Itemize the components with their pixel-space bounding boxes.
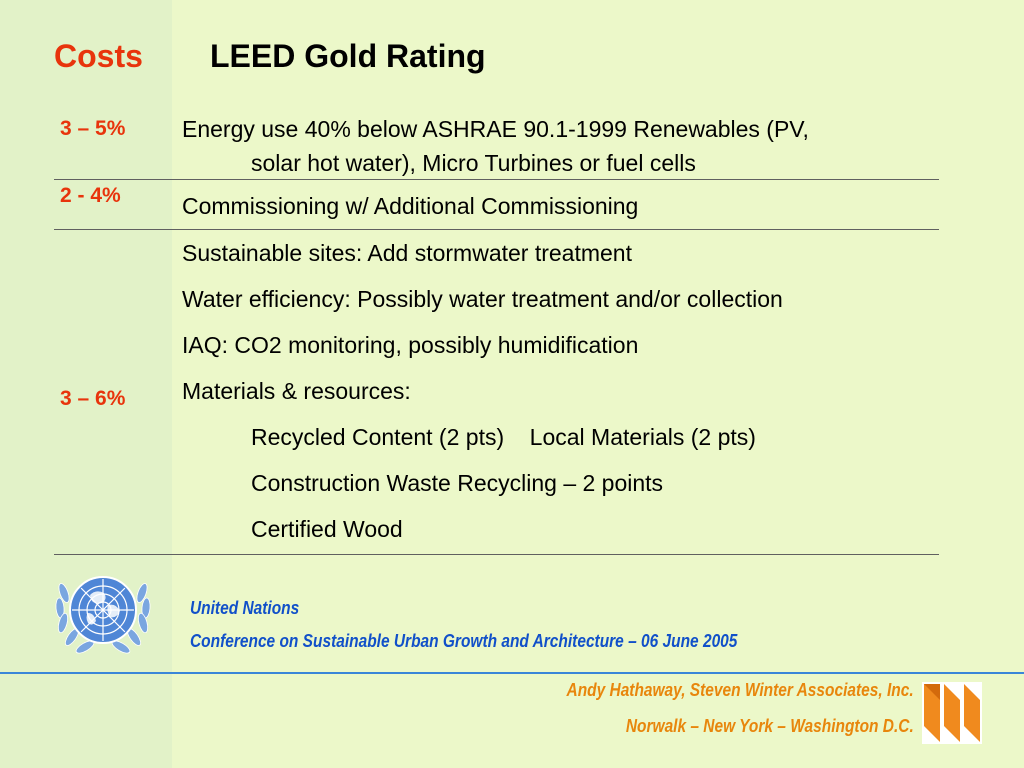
description-line: Construction Waste Recycling – 2 points <box>251 470 664 496</box>
row-divider <box>54 179 939 180</box>
description-line: IAQ: CO2 monitoring, possibly humidifica… <box>182 332 639 358</box>
un-emblem-icon <box>55 576 151 654</box>
description-line: Recycled Content (2 pts) Local Materials… <box>251 424 756 450</box>
cost-description: Commissioning w/ Additional Commissionin… <box>182 189 638 223</box>
cost-percent: 2 - 4% <box>60 184 121 207</box>
cost-description: Energy use 40% below ASHRAE 90.1-1999 Re… <box>182 112 809 180</box>
cost-row-energy: 3 – 5% Energy use 40% below ASHRAE 90.1-… <box>54 112 939 178</box>
slide-title: LEED Gold Rating <box>210 38 486 74</box>
description-line: Materials & resources: <box>182 378 411 404</box>
description-line: solar hot water), Micro Turbines or fuel… <box>251 150 696 176</box>
footer-divider <box>0 672 1024 674</box>
footer-author: Andy Hathaway, Steven Winter Associates,… <box>566 680 914 700</box>
cost-percent: 3 – 5% <box>60 117 126 140</box>
description-line: Certified Wood <box>251 516 403 542</box>
costs-heading: Costs <box>54 38 143 74</box>
row-divider <box>54 554 939 555</box>
footer-locations: Norwalk – New York – Washington D.C. <box>626 716 914 736</box>
cost-row-other-credits: 3 – 6% Sustainable sites: Add stormwater… <box>54 230 939 554</box>
left-stripe <box>0 0 172 768</box>
swa-logo-icon <box>922 682 982 744</box>
description-line: Commissioning w/ Additional Commissionin… <box>182 193 639 219</box>
footer-organization: United Nations <box>190 598 300 618</box>
cost-description: Sustainable sites: Add stormwater treatm… <box>182 230 783 552</box>
cost-row-commissioning: 2 - 4% Commissioning w/ Additional Commi… <box>54 181 939 229</box>
description-line: Energy use 40% below ASHRAE 90.1-1999 Re… <box>182 116 809 142</box>
description-line: Water efficiency: Possibly water treatme… <box>182 286 783 312</box>
cost-percent: 3 – 6% <box>60 387 126 410</box>
description-line: Sustainable sites: Add stormwater treatm… <box>182 240 632 266</box>
footer-conference: Conference on Sustainable Urban Growth a… <box>190 631 738 651</box>
row-divider <box>54 229 939 230</box>
